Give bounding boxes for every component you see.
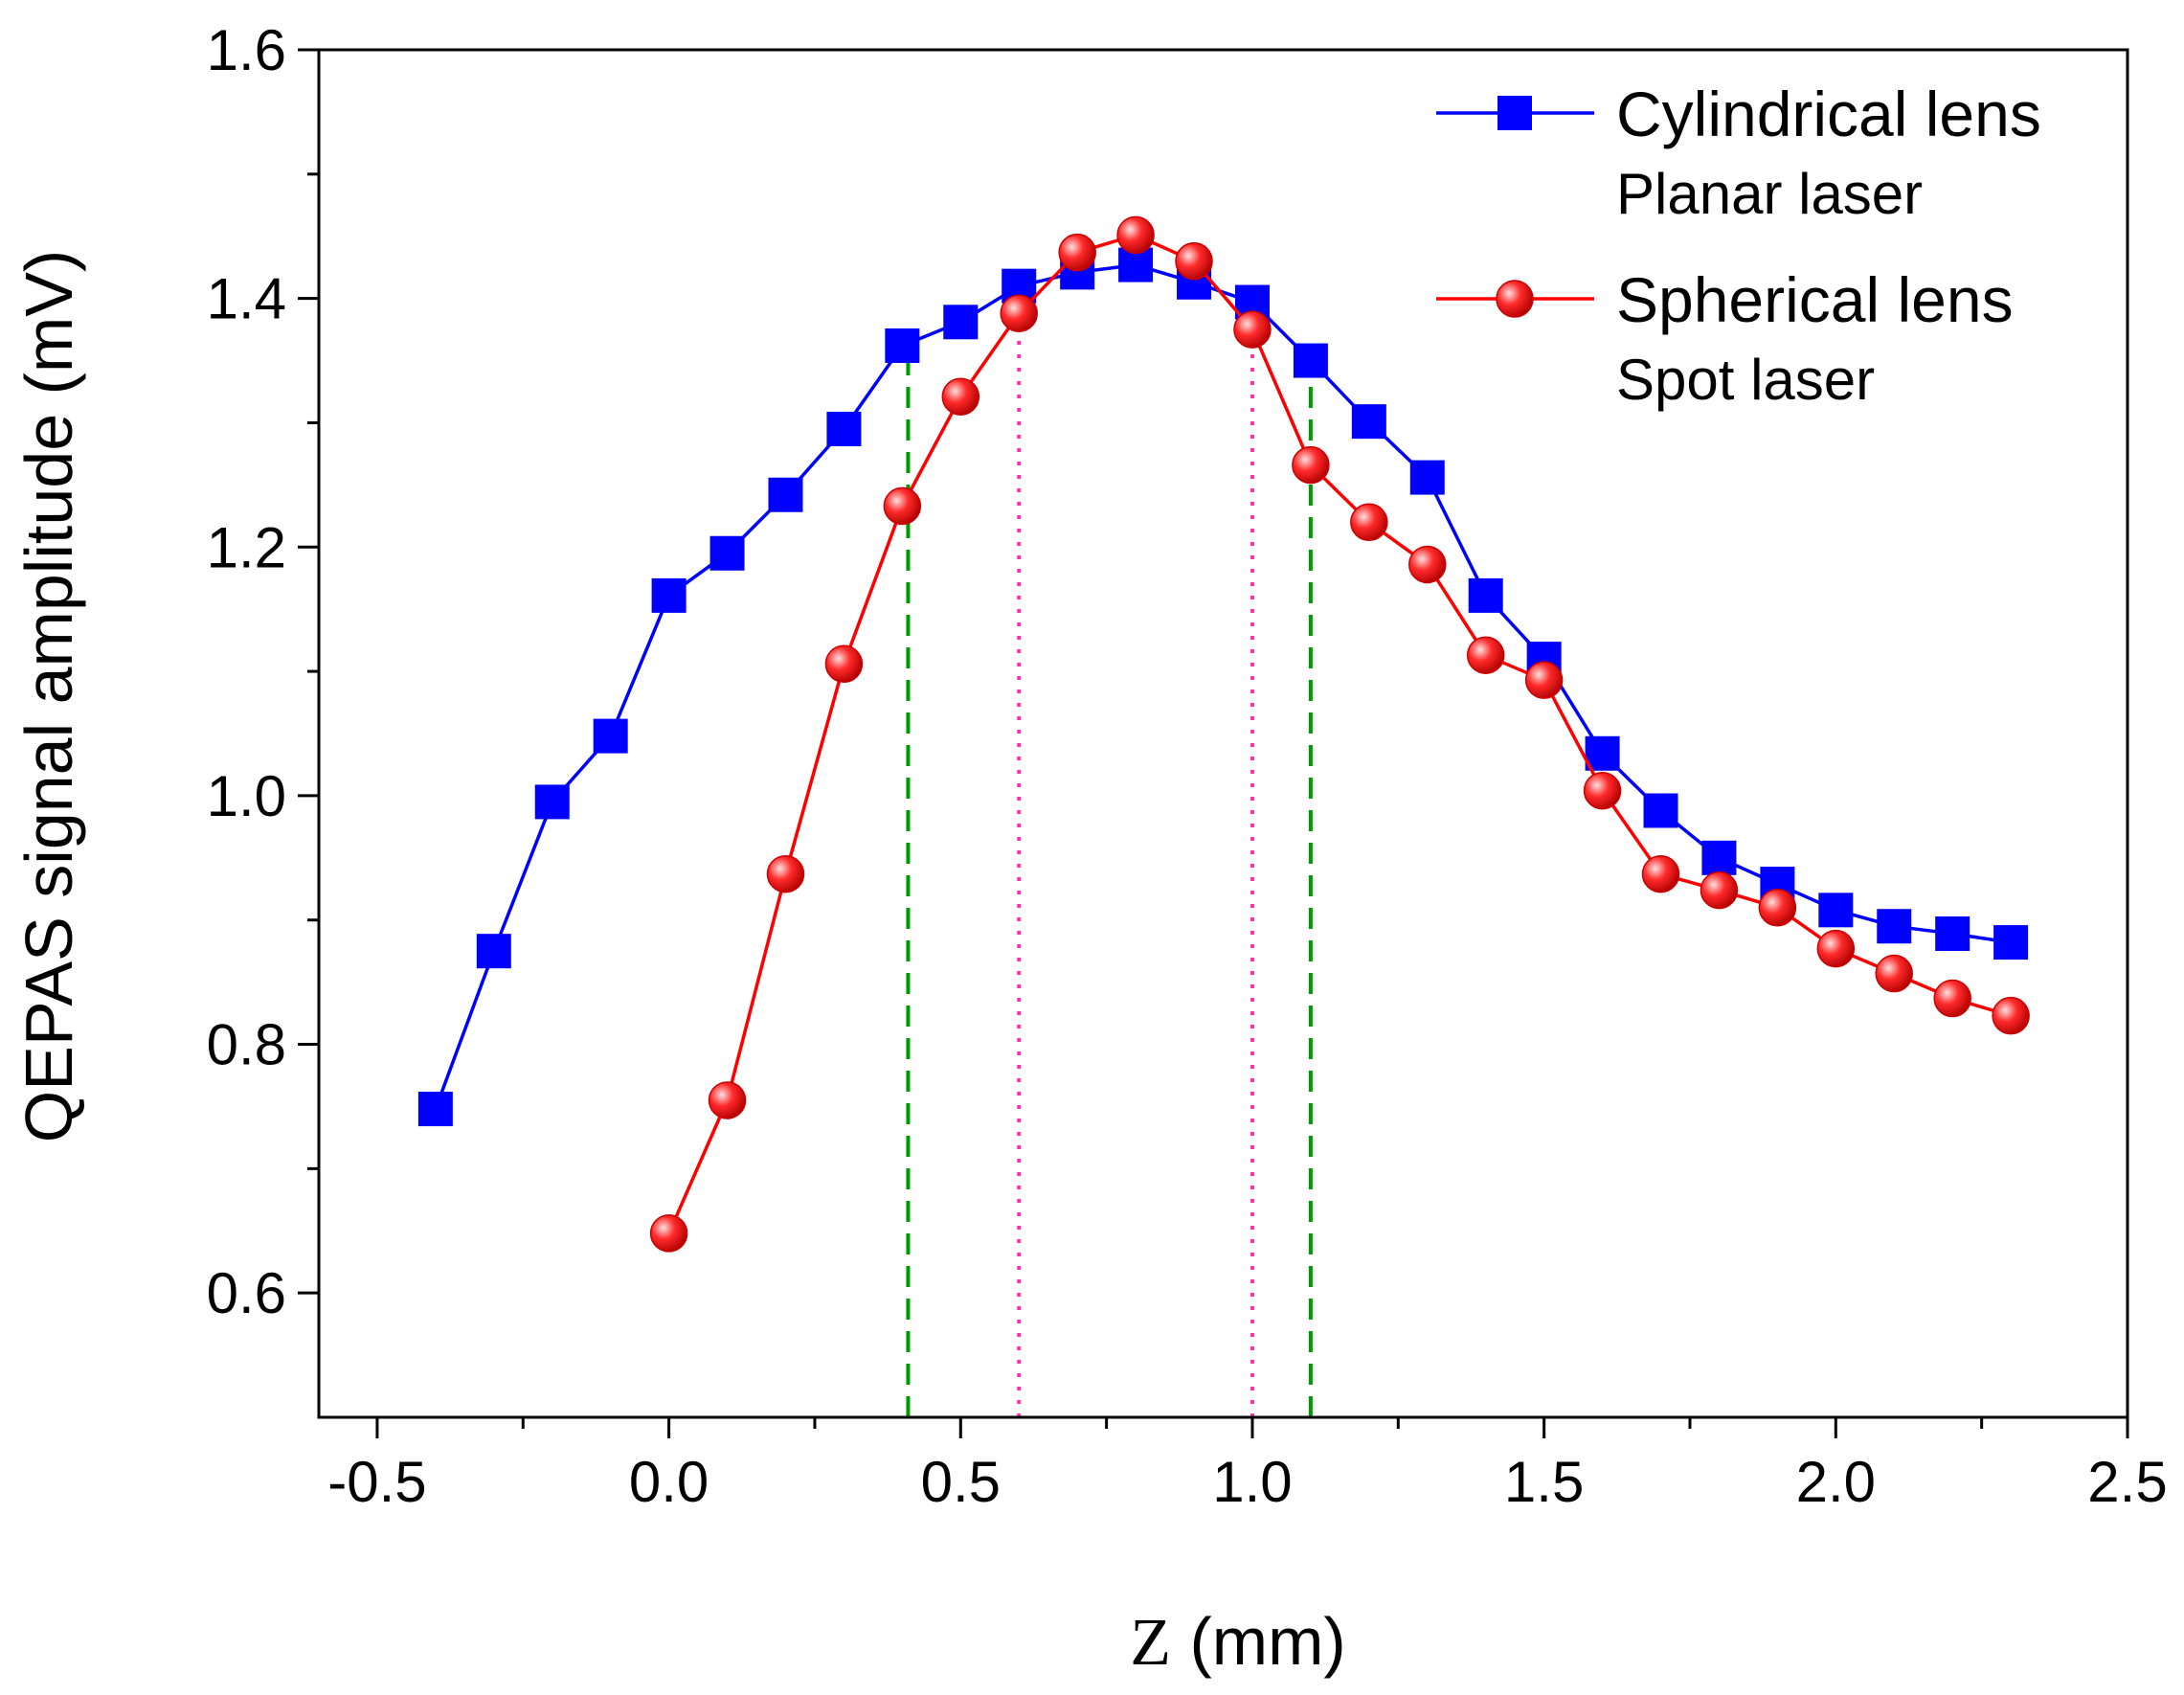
y-tick-label: 1.6 <box>207 18 286 82</box>
legend-swatch-marker <box>1497 96 1532 130</box>
x-tick-label: 2.0 <box>1796 1450 1876 1514</box>
data-point <box>1058 233 1096 272</box>
data-point <box>649 1214 688 1253</box>
series-line <box>434 262 2012 1110</box>
data-point <box>1641 854 1680 893</box>
x-tick-label: 0.0 <box>629 1450 709 1514</box>
data-point <box>1585 735 1620 771</box>
data-point <box>476 934 511 969</box>
data-point <box>1409 460 1445 495</box>
series-2 <box>649 215 2030 1253</box>
x-tick-label: 1.5 <box>1504 1450 1584 1514</box>
data-point <box>766 854 805 893</box>
x-tick-label: -0.5 <box>327 1450 426 1514</box>
x-tick-label: 1.0 <box>1212 1450 1292 1514</box>
data-point <box>1933 979 1971 1018</box>
data-point <box>1758 888 1797 927</box>
legend-label: Cylindrical lens <box>1616 79 2041 149</box>
x-axis-title: Z (mm) <box>1130 1604 1345 1680</box>
data-point <box>709 535 745 571</box>
data-point <box>1643 793 1678 828</box>
y-axis-title: QEPAS signal amplitude (mV) <box>11 250 86 1142</box>
data-point <box>1583 771 1622 810</box>
data-point <box>1116 215 1155 255</box>
data-point <box>417 1092 453 1127</box>
data-point <box>1701 840 1737 875</box>
data-point <box>1293 343 1328 378</box>
data-point <box>826 411 862 446</box>
x-axis-symbol: Z <box>1130 1606 1171 1680</box>
series-1 <box>417 247 2029 1127</box>
y-tick-label: 1.2 <box>207 515 286 579</box>
data-point <box>593 718 628 754</box>
y-tick-label: 0.8 <box>207 1013 286 1077</box>
axis-ticks: -0.5 0.0 0.5 1.0 1.5 2.0 2.5 0.6 0.8 1.0 1.2 1.4 1.6 <box>207 18 2168 1514</box>
legend-sublabel: Spot laser <box>1616 348 1875 412</box>
data-point <box>1175 241 1213 281</box>
legend-item-2: Spherical lens Spot laser <box>1436 264 2014 412</box>
data-point <box>1000 294 1038 332</box>
data-point <box>1992 996 2030 1035</box>
data-point <box>1350 503 1388 542</box>
data-point <box>1935 916 1970 952</box>
legend-swatch-marker <box>1496 280 1534 318</box>
y-tick-label: 0.6 <box>207 1261 286 1325</box>
x-tick-label: 0.5 <box>921 1450 1001 1514</box>
data-point <box>1233 310 1272 349</box>
data-point <box>883 486 922 526</box>
data-point <box>534 784 570 820</box>
data-point <box>1524 661 1564 699</box>
data-point <box>1466 636 1505 674</box>
data-point <box>1816 929 1856 968</box>
legend-item-1: Cylindrical lens Planar laser <box>1436 79 2041 226</box>
data-point <box>1408 545 1447 584</box>
series-layer <box>417 215 2030 1253</box>
x-axis-unit: (mm) <box>1189 1604 1345 1679</box>
x-tick-label: 2.5 <box>2087 1450 2167 1514</box>
data-point <box>824 644 864 684</box>
y-tick-label: 1.0 <box>207 764 286 828</box>
data-point <box>941 377 980 416</box>
data-point <box>1468 577 1503 613</box>
data-point <box>708 1081 747 1119</box>
legend-label: Spherical lens <box>1616 264 2014 335</box>
data-point <box>1818 893 1854 928</box>
data-point <box>1292 445 1330 485</box>
data-point <box>1875 954 1914 993</box>
data-point <box>943 305 979 340</box>
data-point <box>1700 870 1739 910</box>
data-point <box>885 328 920 363</box>
data-point <box>651 577 687 613</box>
data-point <box>1351 404 1386 440</box>
legend-sublabel: Planar laser <box>1616 162 1923 226</box>
data-point <box>1877 909 1912 944</box>
reference-lines <box>906 313 1313 1417</box>
y-tick-label: 1.4 <box>207 267 286 331</box>
data-point <box>1993 925 2029 960</box>
data-point <box>768 477 803 512</box>
legend: Cylindrical lens Planar laser Spherical le… <box>1436 79 2041 412</box>
plot-frame <box>317 48 2129 1419</box>
